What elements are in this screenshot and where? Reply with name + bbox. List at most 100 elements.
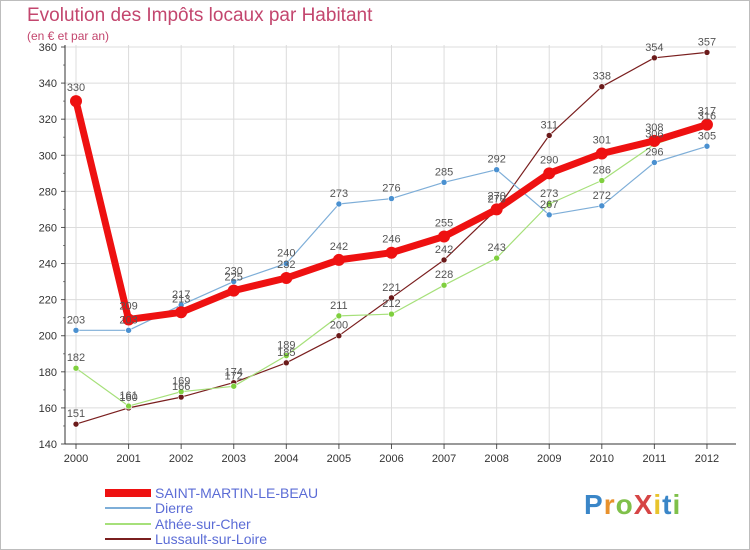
y-tick-label: 280	[39, 186, 57, 198]
data-label-lussault-sur-loire: 200	[330, 320, 348, 332]
data-point-ath-e-sur-cher	[72, 364, 80, 372]
data-point-dierre	[125, 327, 132, 334]
legend-item-dierre: Dierre	[105, 500, 318, 517]
data-label-dierre: 292	[487, 154, 505, 166]
data-label-ath-e-sur-cher: 172	[225, 370, 243, 382]
legend-swatch	[105, 522, 151, 525]
data-label-ath-e-sur-cher: 182	[67, 352, 85, 364]
data-point-ath-e-sur-cher	[230, 382, 238, 390]
data-point-saint-martin-le-beau	[280, 271, 293, 284]
data-point-dierre	[283, 260, 290, 267]
data-label-saint-martin-le-beau: 225	[225, 272, 243, 284]
data-label-saint-martin-le-beau: 246	[382, 234, 400, 246]
data-point-saint-martin-le-beau	[543, 167, 556, 180]
data-point-saint-martin-le-beau	[438, 230, 451, 243]
data-point-dierre	[335, 200, 343, 208]
data-label-saint-martin-le-beau: 213	[172, 293, 190, 305]
x-tick-label: 2000	[64, 453, 88, 465]
data-label-ath-e-sur-cher: 161	[119, 390, 137, 402]
chart-subtitle: (en € et par an)	[27, 29, 110, 43]
data-label-saint-martin-le-beau: 308	[645, 122, 663, 134]
proxiti-logo: ProXiti	[584, 489, 681, 521]
data-label-ath-e-sur-cher: 211	[330, 300, 348, 312]
logo-letter: i	[653, 489, 663, 520]
data-label-lussault-sur-loire: 185	[277, 347, 295, 359]
data-point-dierre	[598, 202, 606, 210]
data-label-saint-martin-le-beau: 301	[593, 134, 611, 146]
data-label-ath-e-sur-cher: 243	[487, 242, 505, 254]
y-tick-label: 320	[39, 114, 57, 126]
data-label-lussault-sur-loire: 160	[119, 392, 137, 404]
data-label-saint-martin-le-beau: 290	[540, 154, 558, 166]
x-tick-label: 2007	[432, 453, 456, 465]
data-label-saint-martin-le-beau: 255	[435, 217, 453, 229]
legend-label: SAINT-MARTIN-LE-BEAU	[155, 484, 319, 501]
data-label-dierre: 305	[698, 130, 716, 142]
data-point-ath-e-sur-cher	[493, 254, 500, 262]
data-label-lussault-sur-loire: 166	[172, 381, 190, 393]
legend-swatch	[105, 488, 151, 497]
data-label-lussault-sur-loire: 311	[540, 119, 558, 131]
data-point-saint-martin-le-beau	[332, 253, 345, 266]
data-point-dierre	[388, 195, 395, 202]
data-point-saint-martin-le-beau	[595, 147, 608, 160]
legend-label: Lussault-sur-Loire	[155, 531, 268, 548]
data-label-ath-e-sur-cher: 286	[593, 165, 611, 177]
x-tick-label: 2012	[695, 453, 719, 465]
plot-area	[65, 45, 736, 444]
x-tick-label: 2003	[221, 453, 245, 465]
x-tick-label: 2005	[327, 453, 351, 465]
data-point-saint-martin-le-beau	[70, 95, 82, 108]
x-tick-label: 2011	[643, 453, 667, 465]
y-tick-label: 200	[39, 331, 57, 343]
data-point-saint-martin-le-beau	[700, 118, 713, 131]
chart-legend: SAINT-MARTIN-LE-BEAU Dierre Athée-sur-Ch…	[105, 485, 318, 547]
legend-item-lussault-sur-loire: Lussault-sur-Loire	[105, 531, 318, 548]
y-tick-label: 140	[39, 439, 57, 451]
data-label-lussault-sur-loire: 242	[435, 244, 453, 256]
data-point-ath-e-sur-cher	[283, 352, 290, 359]
data-point-ath-e-sur-cher	[440, 281, 448, 289]
data-label-ath-e-sur-cher: 228	[435, 269, 453, 281]
x-tick-label: 2008	[484, 453, 508, 465]
y-tick-label: 220	[39, 295, 57, 307]
data-point-ath-e-sur-cher	[598, 177, 606, 184]
logo-letter: X	[633, 489, 654, 520]
data-point-lussault-sur-loire	[335, 332, 343, 340]
legend-label: Athée-sur-Cher	[155, 515, 251, 532]
x-tick-label: 2010	[590, 453, 614, 465]
x-tick-label: 2004	[274, 453, 298, 465]
data-point-ath-e-sur-cher	[335, 312, 343, 320]
data-label-ath-e-sur-cher: 316	[698, 110, 716, 122]
data-label-lussault-sur-loire: 151	[67, 408, 85, 420]
data-label-dierre: 272	[593, 190, 611, 202]
y-tick-label: 180	[39, 367, 57, 379]
data-point-saint-martin-le-beau	[122, 313, 135, 326]
data-point-dierre	[493, 166, 500, 174]
x-tick-label: 2001	[116, 453, 140, 465]
x-tick-label: 2002	[169, 453, 193, 465]
data-label-saint-martin-le-beau: 209	[119, 300, 137, 312]
logo-letter: o	[615, 489, 634, 520]
data-point-saint-martin-le-beau	[490, 203, 503, 216]
data-label-dierre: 217	[172, 289, 190, 301]
data-point-ath-e-sur-cher	[125, 402, 132, 410]
data-label-lussault-sur-loire: 357	[698, 36, 716, 48]
data-label-lussault-sur-loire: 221	[382, 282, 400, 294]
data-label-lussault-sur-loire: 338	[593, 71, 611, 83]
data-point-dierre	[545, 211, 553, 219]
data-label-dierre: 203	[119, 314, 137, 326]
x-tick-label: 2009	[537, 453, 561, 465]
data-point-lussault-sur-loire	[440, 256, 448, 264]
data-point-saint-martin-le-beau	[385, 246, 398, 259]
data-point-dierre	[230, 278, 238, 285]
data-point-dierre	[651, 159, 658, 166]
y-tick-label: 260	[39, 222, 57, 234]
legend-label: Dierre	[155, 500, 194, 517]
data-point-lussault-sur-loire	[598, 83, 606, 90]
logo-letter: i	[672, 489, 682, 520]
data-label-ath-e-sur-cher: 306	[645, 128, 663, 140]
y-tick-label: 300	[39, 150, 57, 162]
